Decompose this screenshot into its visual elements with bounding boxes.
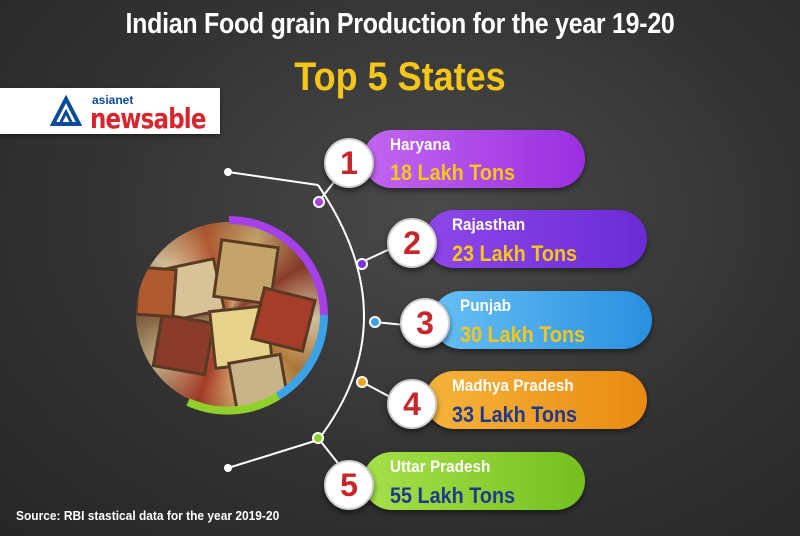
state-card-2 [425,210,647,268]
connector-dot-4 [356,376,368,388]
rank-badge-5: 5 [324,460,374,510]
connector-dot-2 [356,258,368,270]
rank-number-1: 1 [340,145,358,181]
state-card-5 [363,452,585,510]
food-grain-image [136,222,322,408]
rank-badge-1: 1 [324,138,374,188]
state-value-5: 55 Lakh Tons [390,483,516,508]
state-name-2: Rajasthan [452,215,526,234]
source-note: Source: RBI stastical data for the year … [16,508,280,523]
rank-badge-2: 2 [387,218,437,268]
page-title: Indian Food grain Production for the yea… [125,8,675,40]
image-ring [186,216,328,415]
state-card-3 [432,291,652,349]
state-name-1: Haryana [390,135,451,154]
rank-number-5: 5 [340,467,358,503]
state-name-3: Punjab [460,296,512,315]
rank-number-2: 2 [403,225,421,261]
rank-number-3: 3 [416,305,434,341]
rank-number-4: 4 [403,386,421,422]
logo-triangle-icon [50,95,82,126]
brand-logo: asianet newsable [0,88,220,135]
rank-badge-3: 3 [400,298,450,348]
state-value-1: 18 Lakh Tons [390,160,516,185]
logo-main-text: newsable [90,102,206,135]
connector-dot-5 [312,432,324,444]
page-subtitle: Top 5 States [294,55,506,99]
state-name-5: Uttar Pradesh [390,457,491,476]
state-value-4: 33 Lakh Tons [452,402,578,427]
connector-dot-1 [313,196,325,208]
connector-dot-3 [369,316,381,328]
logo-top-text: asianet [92,93,134,107]
state-card-1 [363,130,585,188]
state-card-4 [425,371,647,429]
rank-badge-4: 4 [387,379,437,429]
state-name-4: Madhya Pradesh [452,376,574,395]
state-value-2: 23 Lakh Tons [452,241,578,266]
state-value-3: 30 Lakh Tons [460,322,586,347]
